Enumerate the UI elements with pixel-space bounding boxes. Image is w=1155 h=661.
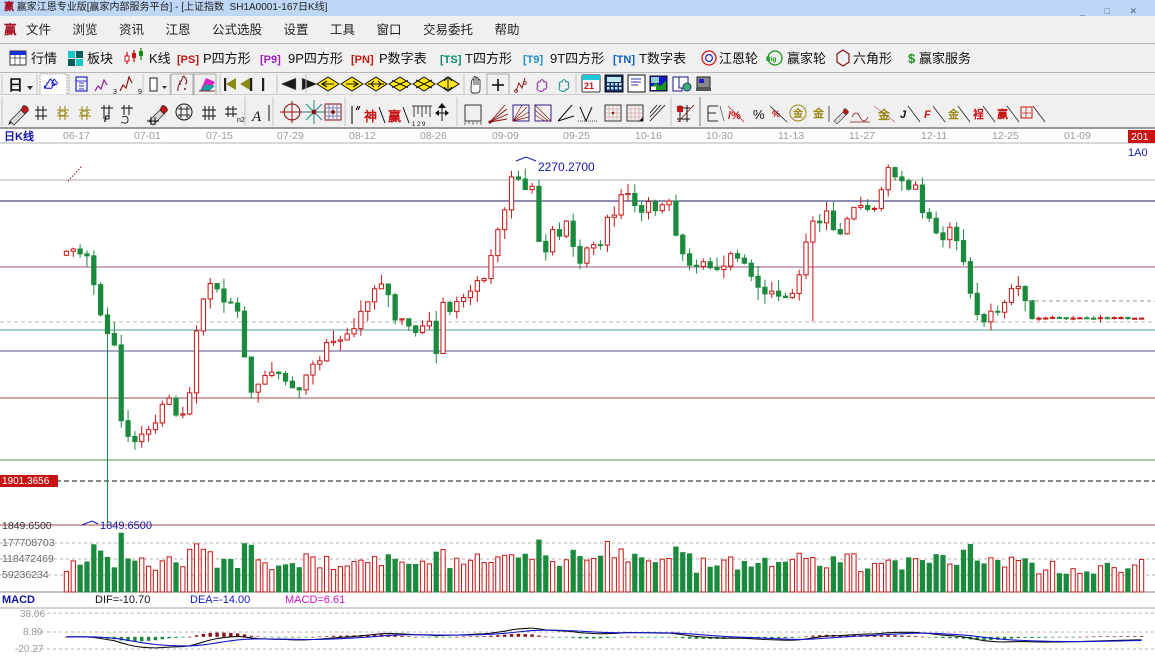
svg-text:神: 神 — [364, 109, 377, 124]
svg-text:08-26: 08-26 — [420, 130, 447, 142]
svg-text:[PS]: [PS] — [177, 54, 199, 66]
svg-text:11-13: 11-13 — [778, 130, 804, 142]
svg-text:金: 金 — [792, 107, 804, 120]
svg-text:10-16: 10-16 — [635, 130, 662, 142]
svg-text:T四方形: T四方形 — [465, 51, 512, 66]
svg-text:21: 21 — [584, 81, 594, 91]
svg-text:裎: 裎 — [972, 107, 984, 121]
svg-text:9P四方形: 9P四方形 — [288, 51, 343, 66]
svg-text:38.06: 38.06 — [20, 609, 45, 620]
svg-text:9T四方形: 9T四方形 — [550, 51, 604, 66]
svg-text:K线: K线 — [149, 51, 171, 66]
svg-text:六角形: 六角形 — [853, 51, 892, 66]
svg-text:赢: 赢 — [388, 109, 401, 124]
svg-text:F: F — [104, 114, 110, 124]
svg-text:07-01: 07-01 — [134, 130, 161, 142]
svg-text:金: 金 — [877, 107, 891, 122]
svg-text:P数字表: P数字表 — [379, 51, 427, 66]
svg-text:[P9]: [P9] — [260, 54, 281, 66]
svg-text:赢家服务: 赢家服务 — [919, 51, 971, 66]
svg-text:177708703: 177708703 — [2, 537, 55, 549]
svg-text:金: 金 — [812, 106, 825, 120]
svg-text:201: 201 — [1131, 131, 1149, 143]
svg-text:12-25: 12-25 — [992, 130, 1019, 142]
svg-text:-20.27: -20.27 — [15, 644, 44, 655]
svg-text:08-12: 08-12 — [349, 130, 376, 142]
svg-text:11-27: 11-27 — [849, 130, 875, 142]
svg-text:J: J — [900, 109, 907, 121]
svg-text:$: $ — [908, 51, 916, 66]
svg-text:8.89: 8.89 — [23, 627, 43, 638]
svg-text:MACD: MACD — [2, 594, 35, 606]
svg-text:MACD=6.61: MACD=6.61 — [285, 594, 345, 606]
svg-text:%: % — [753, 107, 765, 122]
svg-text:09-09: 09-09 — [492, 130, 519, 142]
svg-text:118472469: 118472469 — [2, 553, 54, 565]
svg-text:[PN]: [PN] — [351, 54, 374, 66]
svg-text:/%: /% — [728, 110, 741, 122]
svg-text:10-30: 10-30 — [706, 130, 733, 142]
svg-text:[T9]: [T9] — [523, 54, 544, 66]
svg-text:01-09: 01-09 — [1064, 130, 1091, 142]
svg-text:板块: 板块 — [87, 51, 113, 66]
svg-text:金: 金 — [947, 107, 960, 121]
svg-text:日: 日 — [8, 77, 23, 94]
svg-text:1A0: 1A0 — [1128, 147, 1148, 159]
svg-text:DEA=-14.00: DEA=-14.00 — [190, 594, 250, 606]
svg-text:A: A — [251, 109, 262, 125]
svg-text:[TS]: [TS] — [440, 54, 462, 66]
svg-text:行情: 行情 — [31, 51, 57, 66]
svg-text:F: F — [924, 109, 931, 121]
svg-text:2270.2700: 2270.2700 — [538, 160, 595, 174]
svg-text:09-25: 09-25 — [563, 130, 590, 142]
svg-text:P四方形: P四方形 — [203, 51, 251, 66]
svg-text:07-15: 07-15 — [206, 130, 233, 142]
svg-text:[TN]: [TN] — [613, 54, 635, 66]
svg-text:赢: 赢 — [997, 107, 1008, 121]
svg-text:07-29: 07-29 — [277, 130, 304, 142]
svg-text:DIF=-10.70: DIF=-10.70 — [95, 594, 150, 606]
svg-text:1849.6500: 1849.6500 — [2, 520, 52, 532]
svg-text:日K线: 日K线 — [4, 129, 34, 143]
svg-text:n2: n2 — [237, 117, 245, 124]
svg-text:江恩轮: 江恩轮 — [719, 51, 758, 66]
svg-text:赢家轮: 赢家轮 — [787, 51, 826, 66]
svg-text:12-11: 12-11 — [921, 130, 947, 142]
svg-text:1901.3656: 1901.3656 — [2, 476, 50, 487]
svg-text:Big: Big — [766, 56, 777, 63]
svg-text:06-17: 06-17 — [63, 130, 90, 142]
svg-text:T数字表: T数字表 — [639, 51, 686, 66]
